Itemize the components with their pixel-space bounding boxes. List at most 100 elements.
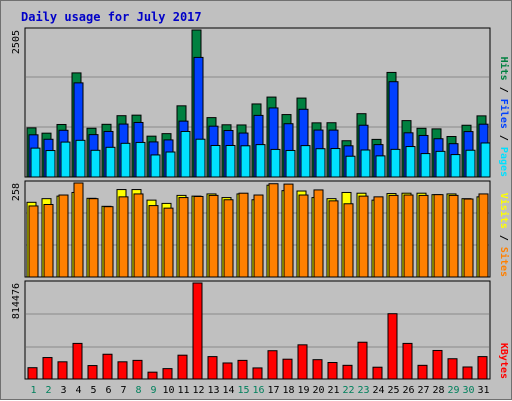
- bar-kbytes-day-11: [177, 354, 188, 380]
- legend-entry: /: [498, 129, 509, 147]
- x-tick-label-1: 1: [30, 385, 36, 396]
- bar-kbytes-day-28: [432, 349, 443, 380]
- x-tick-label-20: 20: [312, 385, 324, 396]
- bar-pages-day-18: [285, 149, 296, 178]
- bar-sites-day-15: [238, 192, 249, 278]
- bar-sites-day-7: [118, 196, 129, 278]
- x-tick-label-14: 14: [222, 385, 234, 396]
- bar-sites-day-27: [418, 194, 429, 278]
- bar-sites-day-17: [268, 183, 279, 278]
- bar-pages-day-26: [405, 146, 416, 178]
- bar-sites-day-22: [343, 203, 354, 278]
- bar-kbytes-day-17: [267, 350, 278, 380]
- bar-sites-day-4: [73, 182, 84, 278]
- x-tick-label-16: 16: [252, 385, 264, 396]
- bar-kbytes-day-26: [402, 342, 413, 380]
- x-tick-label-21: 21: [327, 385, 339, 396]
- bar-sites-day-3: [58, 194, 69, 278]
- x-tick-label-4: 4: [75, 385, 81, 396]
- bar-kbytes-day-19: [297, 344, 308, 380]
- x-tick-label-27: 27: [417, 385, 429, 396]
- bar-sites-day-1: [28, 205, 39, 278]
- y-max-label: 814476: [11, 283, 22, 319]
- panel-visits-sites: 258 Visits / Sites: [11, 180, 510, 278]
- bar-sites-day-8: [133, 193, 144, 278]
- bar-sites-day-31: [478, 193, 489, 278]
- bar-kbytes-day-12: [192, 282, 203, 380]
- bar-kbytes-day-2: [42, 357, 53, 380]
- bar-sites-day-23: [358, 195, 369, 278]
- bar-sites-day-19: [298, 194, 309, 278]
- bar-sites-day-13: [208, 194, 219, 278]
- bar-pages-day-12: [195, 138, 206, 178]
- bar-kbytes-day-21: [327, 361, 338, 380]
- bar-pages-day-5: [90, 149, 101, 178]
- bar-kbytes-day-23: [357, 341, 368, 380]
- plot-area: [24, 280, 491, 380]
- legend-entry: KBytes: [498, 343, 509, 379]
- x-tick-label-3: 3: [60, 385, 66, 396]
- bar-kbytes-day-5: [87, 365, 98, 380]
- x-tick-label-6: 6: [105, 385, 111, 396]
- x-tick-label-22: 22: [342, 385, 354, 396]
- bar-sites-day-24: [373, 196, 384, 278]
- bar-sites-day-28: [433, 194, 444, 278]
- bar-sites-day-5: [88, 198, 99, 278]
- x-tick-label-24: 24: [372, 385, 384, 396]
- bar-sites-day-16: [253, 194, 264, 278]
- bar-kbytes-day-29: [447, 358, 458, 380]
- bar-pages-day-3: [60, 141, 71, 178]
- x-tick-label-30: 30: [462, 385, 474, 396]
- panel-kbytes: 814476 KBytes: [11, 280, 509, 380]
- bar-kbytes-day-9: [147, 371, 158, 380]
- bar-sites-day-26: [403, 194, 414, 278]
- bar-pages-day-16: [255, 144, 266, 178]
- bar-pages-day-10: [165, 151, 176, 178]
- x-tick-label-31: 31: [477, 385, 489, 396]
- x-tick-label-29: 29: [447, 385, 459, 396]
- legend-entry: Hits: [498, 57, 510, 81]
- bar-kbytes-day-14: [222, 362, 233, 380]
- x-tick-label-25: 25: [387, 385, 399, 396]
- x-tick-label-12: 12: [192, 385, 204, 396]
- bar-pages-day-25: [390, 148, 401, 178]
- bar-kbytes-day-27: [417, 364, 428, 380]
- bar-pages-day-9: [150, 154, 161, 178]
- series-legend: Hits / Files / Pages: [498, 57, 510, 177]
- bar-kbytes-day-13: [207, 356, 218, 380]
- legend-entry: Sites: [498, 247, 510, 277]
- x-tick-label-5: 5: [90, 385, 96, 396]
- x-tick-label-13: 13: [207, 385, 219, 396]
- bar-pages-day-13: [210, 144, 221, 178]
- x-tick-label-2: 2: [45, 385, 51, 396]
- x-tick-label-9: 9: [150, 385, 156, 396]
- bar-kbytes-day-24: [372, 366, 383, 380]
- legend-entry: Files: [498, 99, 510, 129]
- series-legend: Visits / Sites: [498, 193, 510, 277]
- bar-pages-day-29: [450, 154, 461, 178]
- x-tick-label-18: 18: [282, 385, 294, 396]
- bar-kbytes-day-31: [477, 356, 488, 380]
- bar-sites-day-29: [448, 194, 459, 278]
- x-tick-label-28: 28: [432, 385, 444, 396]
- bar-pages-day-1: [30, 147, 41, 178]
- bar-sites-day-10: [163, 207, 174, 278]
- bar-kbytes-day-6: [102, 353, 113, 380]
- bar-sites-day-30: [463, 198, 474, 278]
- bar-sites-day-20: [313, 189, 324, 278]
- legend-entry: Visits: [498, 193, 510, 229]
- panel-hits-files-pages: 2505 Hits / Files / Pages: [11, 27, 510, 178]
- bar-pages-day-23: [360, 149, 371, 178]
- bar-sites-day-6: [103, 206, 114, 278]
- x-tick-label-15: 15: [237, 385, 249, 396]
- bar-sites-day-14: [223, 199, 234, 278]
- bar-kbytes-day-18: [282, 358, 293, 380]
- legend-entry: Pages: [498, 147, 509, 177]
- bar-kbytes-day-20: [312, 359, 323, 380]
- y-max-label: 258: [11, 183, 22, 201]
- bar-pages-day-17: [270, 148, 281, 178]
- bar-kbytes-day-16: [252, 367, 263, 380]
- bar-pages-day-6: [105, 146, 116, 178]
- x-tick-label-23: 23: [357, 385, 369, 396]
